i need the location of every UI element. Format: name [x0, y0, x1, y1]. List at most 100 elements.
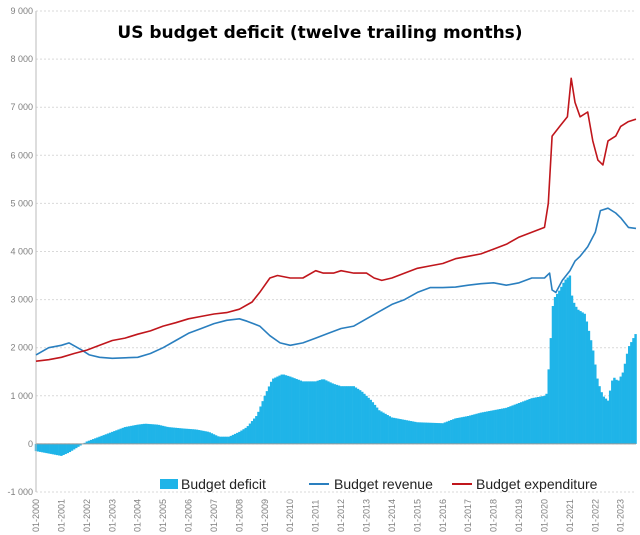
deficit-bar	[172, 427, 175, 444]
deficit-bar	[579, 311, 582, 444]
deficit-bar	[331, 383, 334, 444]
x-tick-label: 01-2021	[565, 499, 575, 532]
deficit-bar	[505, 407, 508, 444]
deficit-bar	[430, 422, 434, 444]
x-tick-label: 01-2008	[234, 499, 244, 532]
x-tick-label: 01-2004	[133, 499, 143, 532]
deficit-bar	[280, 374, 283, 444]
deficit-bar	[96, 437, 99, 444]
deficit-bar	[619, 376, 622, 444]
deficit-bar	[43, 443, 46, 453]
deficit-bar	[428, 422, 432, 444]
deficit-bar	[488, 411, 491, 444]
deficit-bar	[248, 423, 252, 444]
deficit-bar	[195, 429, 199, 444]
deficit-bar	[117, 429, 120, 444]
deficit-bar	[305, 381, 309, 444]
deficit-bar	[555, 293, 559, 444]
deficit-bar	[204, 431, 207, 444]
deficit-bar	[543, 395, 546, 444]
deficit-bar	[106, 433, 110, 444]
deficit-bar	[623, 363, 627, 444]
deficit-bar	[348, 386, 351, 444]
deficit-bar	[486, 411, 489, 444]
y-tick-label: 5 000	[10, 198, 33, 208]
deficit-bar	[140, 424, 144, 444]
deficit-bar	[197, 430, 201, 444]
deficit-bar	[437, 423, 440, 444]
deficit-bar	[128, 426, 131, 444]
deficit-bar	[585, 321, 589, 444]
deficit-bar	[596, 378, 599, 444]
deficit-bar	[369, 399, 372, 444]
deficit-bar	[558, 290, 561, 444]
deficit-bar	[414, 421, 417, 444]
deficit-bar	[94, 438, 97, 444]
deficit-bar	[339, 386, 343, 444]
deficit-bar	[77, 443, 80, 447]
deficit-bar	[528, 399, 531, 444]
deficit-bar	[155, 424, 158, 444]
deficit-bar	[89, 439, 93, 444]
deficit-bar	[79, 443, 82, 446]
deficit-bar	[308, 381, 311, 444]
deficit-bar	[522, 401, 525, 444]
deficit-bar	[115, 430, 118, 444]
deficit-bar	[568, 275, 572, 444]
deficit-bar	[75, 443, 78, 449]
deficit-bar	[47, 443, 50, 454]
deficit-bar	[269, 381, 273, 444]
deficit-bar	[170, 427, 173, 444]
deficit-bar	[200, 430, 203, 444]
y-tick-label: 7 000	[10, 102, 33, 112]
x-tick-label: 01-2009	[260, 499, 270, 532]
deficit-bar	[363, 393, 366, 444]
deficit-bar	[187, 428, 190, 444]
deficit-bar	[426, 422, 430, 444]
deficit-bar	[316, 380, 319, 444]
y-tick-label: 3 000	[10, 295, 33, 305]
deficit-bar	[303, 381, 307, 444]
deficit-bar	[460, 417, 464, 444]
deficit-bar	[72, 443, 76, 450]
deficit-bar	[390, 417, 394, 444]
deficit-bars	[34, 275, 637, 456]
deficit-bar	[634, 334, 637, 444]
deficit-bar	[134, 425, 137, 444]
deficit-bar	[236, 432, 239, 444]
deficit-bar	[327, 381, 330, 444]
deficit-bar	[382, 412, 385, 444]
deficit-bar	[36, 443, 40, 452]
x-tick-label: 01-2000	[31, 499, 41, 532]
deficit-bar	[358, 390, 362, 444]
deficit-bar	[534, 397, 538, 444]
deficit-bar	[352, 386, 356, 444]
deficit-bar	[492, 410, 495, 444]
deficit-bar	[418, 422, 421, 444]
deficit-bar	[183, 428, 186, 444]
deficit-bar	[189, 429, 192, 444]
deficit-bar	[409, 421, 413, 444]
deficit-bar	[424, 422, 428, 444]
deficit-bar	[519, 402, 523, 444]
x-tick-label: 01-2020	[539, 499, 549, 532]
deficit-bar	[365, 395, 368, 444]
deficit-bar	[58, 443, 61, 456]
deficit-bar	[49, 443, 53, 454]
deficit-bar	[581, 312, 584, 444]
deficit-bar	[180, 428, 184, 444]
deficit-bar	[517, 403, 521, 444]
deficit-bar	[604, 398, 608, 444]
deficit-bar	[295, 378, 298, 444]
deficit-bar	[394, 418, 398, 444]
deficit-bar	[286, 375, 290, 444]
x-tick-label: 01-2017	[463, 499, 473, 532]
deficit-bar	[51, 443, 55, 455]
deficit-bar	[276, 376, 279, 444]
x-tick-label: 01-2022	[590, 499, 600, 532]
deficit-bar	[545, 393, 548, 444]
deficit-bar	[560, 286, 563, 444]
deficit-bar	[361, 391, 364, 444]
deficit-bar	[375, 407, 379, 444]
y-tick-label: -1 000	[7, 487, 33, 497]
